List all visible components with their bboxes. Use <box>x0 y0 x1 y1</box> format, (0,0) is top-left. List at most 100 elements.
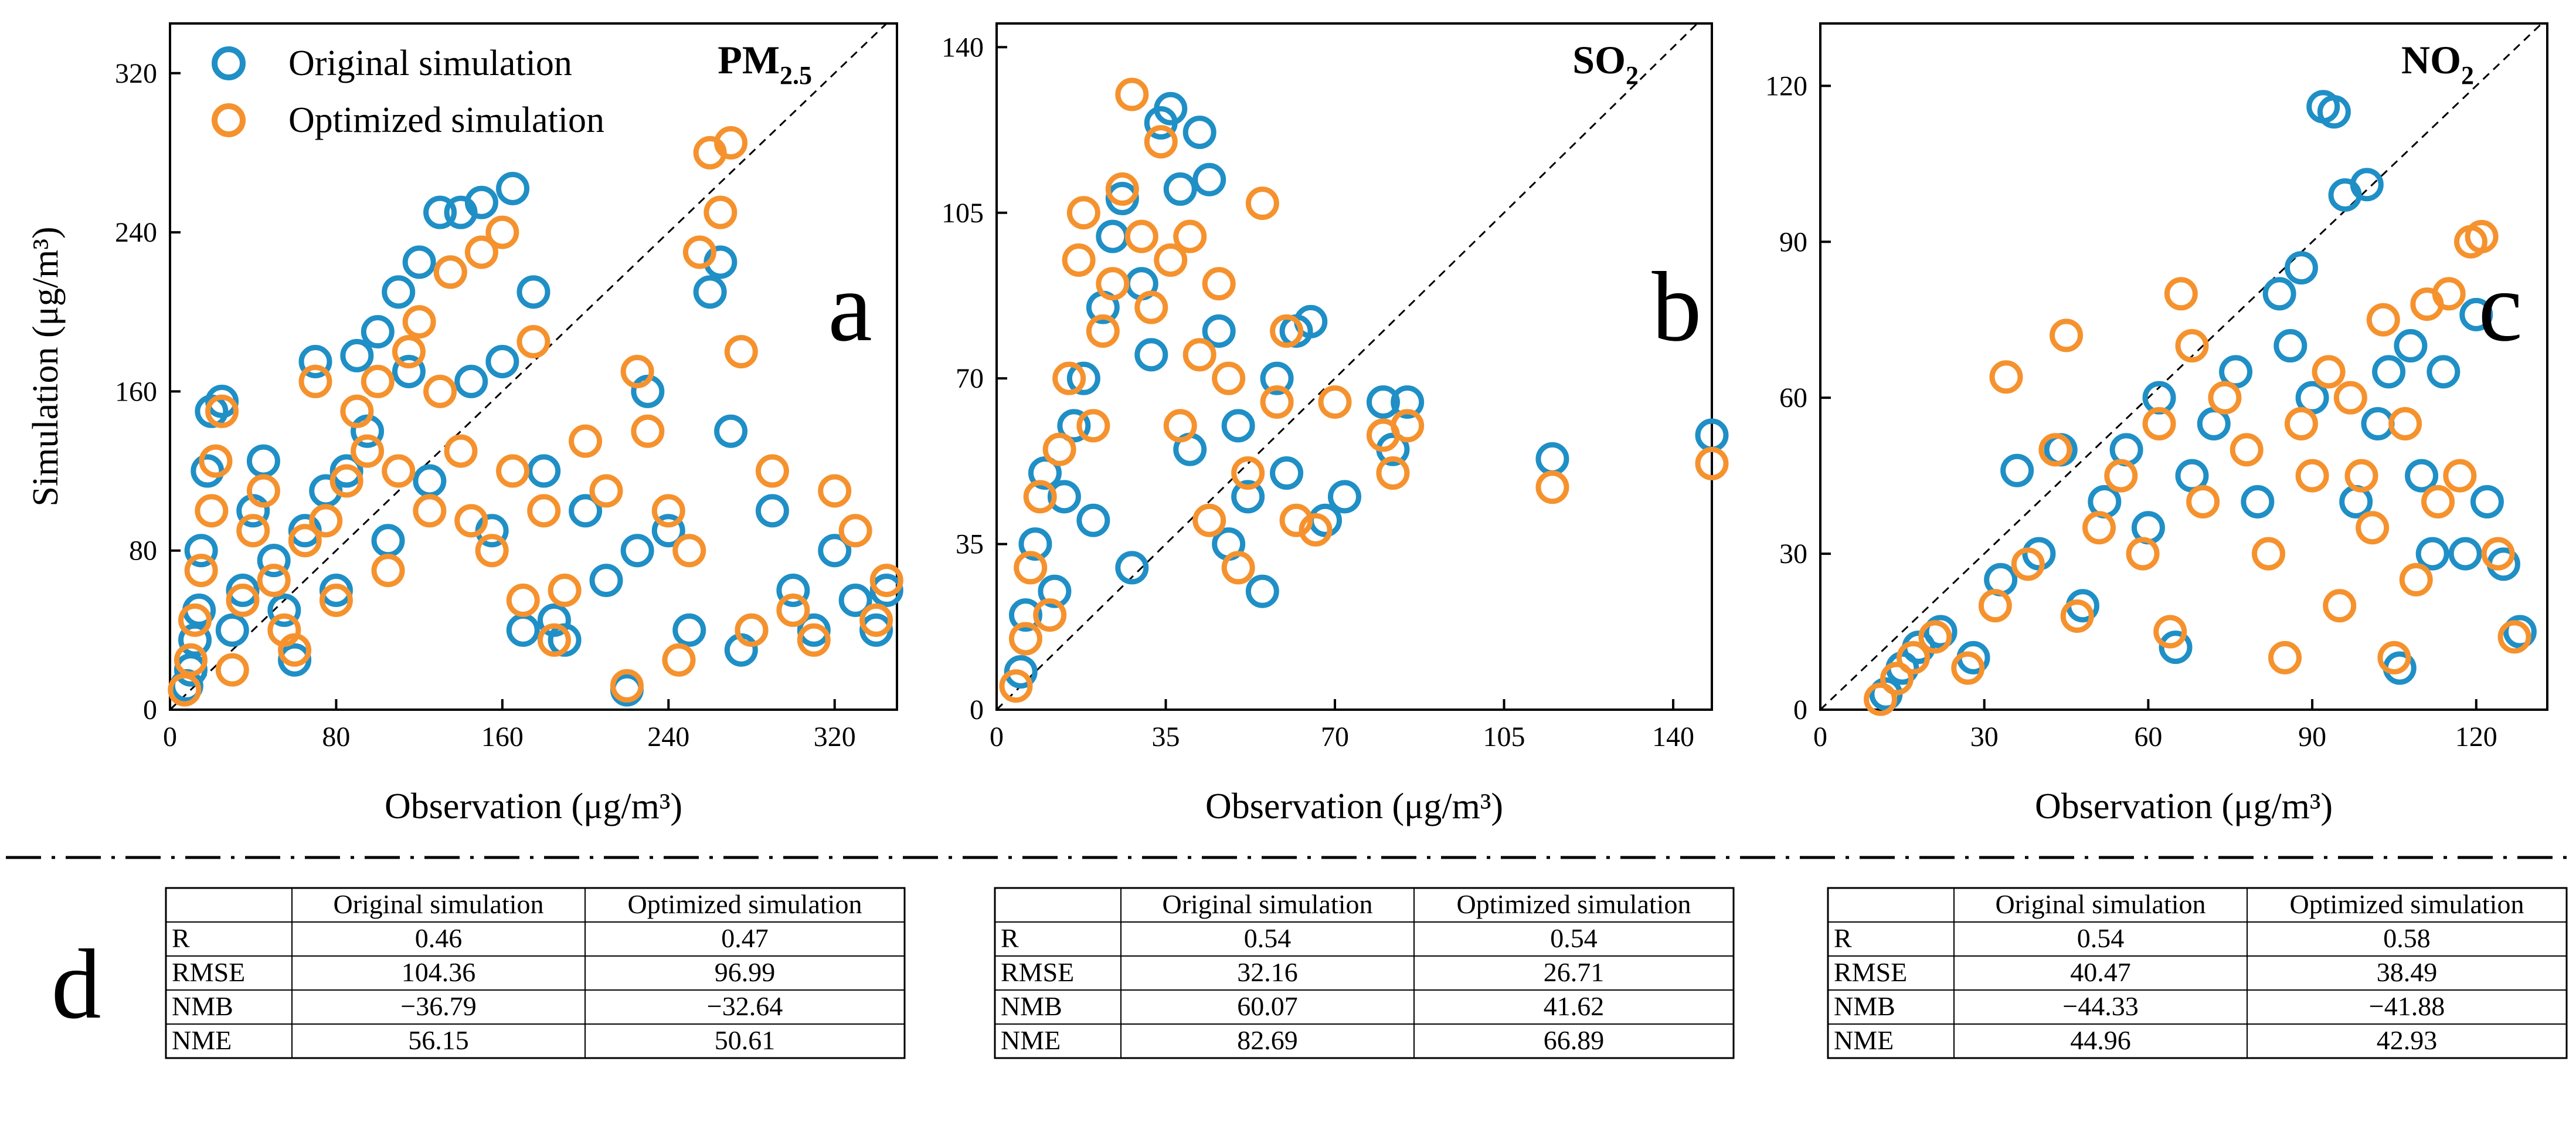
scatter-point <box>1896 640 1930 674</box>
x-tick-label: 30 <box>1970 721 1999 752</box>
x-tick-label: 35 <box>1152 721 1180 752</box>
scatter-point <box>1066 196 1100 230</box>
metric-label: NME <box>1834 1025 1894 1055</box>
scatter-panel-so2: 0 35 70 105 140 0 35 70 105 140 SO2 b Observation… <box>942 22 1729 826</box>
scatter-point <box>2344 459 2378 493</box>
scatter-point <box>2011 547 2045 581</box>
scatter-point <box>2465 219 2499 253</box>
scatter-point <box>402 245 436 279</box>
scatter-point <box>2312 355 2346 389</box>
scatter-point <box>2038 433 2072 467</box>
scatter-point <box>1154 91 1188 126</box>
legend: Original simulation Optimized simulation <box>212 43 604 140</box>
table-cell: 26.71 <box>1544 957 1605 987</box>
scatter-point <box>537 623 571 657</box>
scatter-point <box>2252 537 2286 571</box>
table-cell: 0.47 <box>721 923 769 953</box>
panel-title: NO2 <box>2401 38 2474 90</box>
scatter-point <box>2262 277 2296 311</box>
scatter-point <box>818 534 852 568</box>
scatter-point <box>278 633 312 667</box>
y-tick-label: 105 <box>942 198 984 229</box>
scatter-point <box>2361 407 2395 440</box>
scatter-point <box>1391 385 1425 419</box>
x-tick-label: 140 <box>1652 721 1694 752</box>
scatter-point <box>2273 329 2307 363</box>
scatter-point <box>1245 574 1279 608</box>
scatter-point <box>1008 598 1042 632</box>
y-tick-label: 35 <box>956 529 984 560</box>
scatter-point <box>2432 277 2466 311</box>
scatter-point <box>392 354 426 388</box>
scatter-point <box>2350 168 2384 202</box>
table-border <box>1827 887 2568 1059</box>
scatter-point <box>1023 480 1057 514</box>
scatter-point <box>1318 385 1352 419</box>
scatter-point <box>2082 511 2116 545</box>
scatter-point <box>1391 409 1425 443</box>
scatter-point <box>382 454 416 488</box>
scatter-point <box>2050 318 2084 352</box>
scatter-point <box>215 613 249 647</box>
scatter-point <box>2208 381 2242 415</box>
scatter-point <box>1695 446 1729 480</box>
scatter-point <box>2323 589 2357 623</box>
x-tick-label: 90 <box>2298 721 2326 752</box>
scatter-point <box>2356 511 2390 545</box>
table-header-cell: Optimized simulation <box>628 889 862 919</box>
scatter-point <box>1299 513 1333 547</box>
scatter-point <box>2164 277 2198 311</box>
scatter-point <box>2497 620 2531 654</box>
scatter-point <box>569 494 603 528</box>
scatter-point <box>527 494 561 528</box>
scatter-point <box>226 574 260 608</box>
scatter-point <box>1154 243 1188 277</box>
scatter-point <box>1918 620 1952 654</box>
scatter-point <box>869 564 903 598</box>
scatter-point <box>288 524 322 558</box>
table-cell: 0.58 <box>2383 923 2431 953</box>
table-cell: 0.46 <box>415 923 463 953</box>
table-cell: 60.07 <box>1237 991 1298 1021</box>
scatter-point <box>672 613 706 647</box>
scatter-point <box>454 504 488 538</box>
scatter-point <box>651 514 685 548</box>
y-tick-label: 140 <box>942 32 984 63</box>
scatter-point <box>797 623 831 657</box>
scatter-point <box>1028 456 1062 490</box>
scatter-point <box>2088 484 2122 518</box>
scatter-point <box>1989 360 2023 394</box>
scatter-point <box>1182 338 1216 372</box>
x-tick-label: 80 <box>322 721 350 752</box>
table-cell: 66.89 <box>1544 1025 1605 1055</box>
x-tick-label: 240 <box>647 721 689 752</box>
scatter-point <box>1004 655 1038 689</box>
scatter-point <box>464 235 498 269</box>
scatter-point <box>215 653 249 687</box>
scatter-point <box>2405 459 2439 493</box>
statistics-tables: Original simulation Optimized simulation R… <box>165 887 2568 1059</box>
scatter-point <box>2284 407 2318 440</box>
scatter-point <box>496 454 530 488</box>
scatter-point <box>298 364 332 398</box>
scatter-panel-pm25: 0 80 160 240 320 0 80 160 240 320 PM2.5 a Observa… <box>26 22 903 826</box>
scatter-point <box>869 574 903 608</box>
one-to-one-line <box>169 22 888 711</box>
scatter-point <box>1192 162 1226 196</box>
table-cell: 42.93 <box>2377 1025 2438 1055</box>
y-tick-label: 0 <box>143 694 157 726</box>
scatter-point <box>1202 267 1236 301</box>
scatter-point <box>475 534 509 568</box>
x-tick-label: 60 <box>2134 721 2162 752</box>
scatter-point <box>2394 329 2428 363</box>
scatter-point <box>1134 338 1168 372</box>
table-border <box>165 887 906 1059</box>
scatter-point <box>693 275 727 309</box>
scatter-point <box>516 275 550 309</box>
scatter-point <box>205 384 239 418</box>
panel-letter: c <box>2478 252 2522 362</box>
scatter-point <box>859 603 893 637</box>
scatter-point <box>454 364 488 398</box>
scatter-point <box>1052 361 1086 395</box>
scatter-point <box>1076 503 1110 537</box>
